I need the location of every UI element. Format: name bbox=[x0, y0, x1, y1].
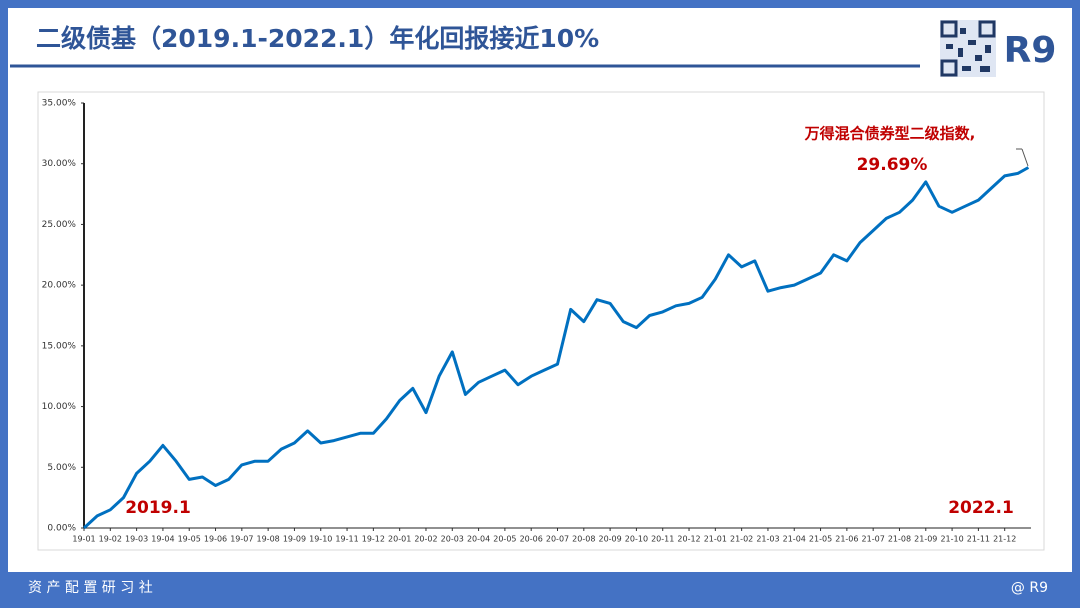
leader-line bbox=[1021, 148, 1029, 167]
x-tick-label: 21-10 bbox=[940, 535, 963, 544]
y-tick-label: 15.00% bbox=[42, 341, 77, 351]
x-tick-label: 20-11 bbox=[651, 535, 674, 544]
x-tick-label: 21-07 bbox=[862, 535, 885, 544]
x-tick-label: 19-01 bbox=[72, 535, 95, 544]
x-tick-label: 21-12 bbox=[993, 535, 1016, 544]
x-tick-label: 20-01 bbox=[388, 535, 411, 544]
annotation: 万得混合债券型二级指数, bbox=[804, 125, 976, 143]
y-tick-label: 20.00% bbox=[42, 281, 77, 291]
data-line bbox=[82, 166, 1030, 530]
x-tick-label: 19-04 bbox=[151, 535, 174, 544]
x-tick-label: 21-04 bbox=[783, 535, 806, 544]
plot: 0.00% 5.00% 10.00% 15.00% 20.00% 25.00% 30.00%… bbox=[42, 99, 1031, 544]
x-tick-label: 20-07 bbox=[546, 535, 569, 544]
x-tick-label: 19-07 bbox=[230, 535, 253, 544]
x-tick-label: 19-06 bbox=[204, 535, 227, 544]
x-tick-label: 20-04 bbox=[467, 535, 490, 544]
footer-right: @ R9 bbox=[1011, 580, 1048, 596]
x-tick-label: 20-09 bbox=[598, 535, 621, 544]
x-tick-label: 20-10 bbox=[625, 535, 648, 544]
x-tick-label: 20-05 bbox=[493, 535, 516, 544]
x-tick-label: 19-10 bbox=[309, 535, 332, 544]
x-tick-label: 20-03 bbox=[441, 535, 464, 544]
y-tick-label: 25.00% bbox=[42, 220, 77, 230]
footer-left: 资 产 配 置 研 习 社 bbox=[28, 580, 153, 596]
y-tick-label: 10.00% bbox=[42, 402, 77, 412]
annotation: 2019.1 bbox=[125, 498, 191, 518]
x-tick-label: 19-08 bbox=[257, 535, 280, 544]
x-tick-label: 21-06 bbox=[835, 535, 858, 544]
x-tick-label: 21-01 bbox=[704, 535, 727, 544]
x-tick-label: 19-12 bbox=[362, 535, 385, 544]
x-tick-label: 21-08 bbox=[888, 535, 911, 544]
x-tick-label: 21-03 bbox=[756, 535, 779, 544]
x-tick-label: 20-02 bbox=[414, 535, 437, 544]
y-tick-label: 5.00% bbox=[47, 463, 76, 473]
annotation: 2022.1 bbox=[948, 498, 1014, 518]
x-tick-label: 19-03 bbox=[125, 535, 148, 544]
x-tick-label: 21-02 bbox=[730, 535, 753, 544]
y-tick-label: 0.00% bbox=[47, 524, 76, 534]
annotation: 29.69% bbox=[857, 155, 928, 175]
y-tick-label: 35.00% bbox=[42, 99, 77, 109]
chart-area bbox=[37, 91, 1045, 551]
x-tick-label: 21-09 bbox=[914, 535, 937, 544]
x-tick-label: 21-05 bbox=[809, 535, 832, 544]
qr-code bbox=[940, 20, 996, 77]
x-tick-label: 19-11 bbox=[335, 535, 358, 544]
y-tick-label: 30.00% bbox=[42, 159, 77, 169]
x-tick-label: 20-06 bbox=[520, 535, 543, 544]
x-tick-label: 20-08 bbox=[572, 535, 595, 544]
logo: R9 bbox=[1004, 30, 1057, 71]
title: 二级债基（2019.1-2022.1）年化回报接近10% bbox=[36, 24, 599, 53]
x-tick-label: 20-12 bbox=[677, 535, 700, 544]
x-tick-label: 21-11 bbox=[967, 535, 990, 544]
x-tick-label: 19-05 bbox=[178, 535, 201, 544]
x-tick-label: 19-02 bbox=[99, 535, 122, 544]
x-tick-label: 19-09 bbox=[283, 535, 306, 544]
